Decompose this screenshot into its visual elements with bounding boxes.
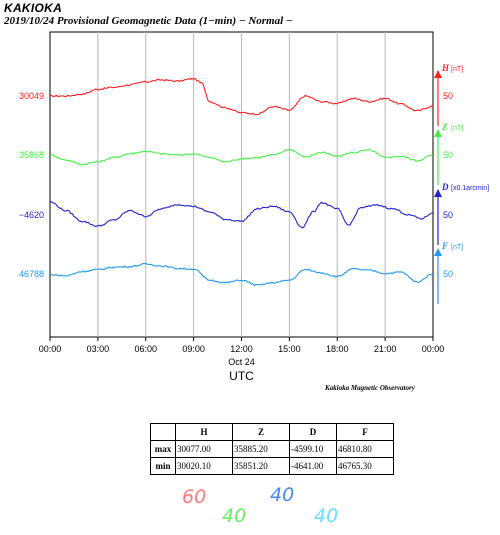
scale-arrow-f (434, 248, 442, 256)
scale-arrow-d (434, 189, 442, 197)
scale-label-h: 50 (443, 91, 453, 101)
scale-label-z: 50 (443, 150, 453, 160)
series-line-f (49, 262, 434, 286)
date-label: Oct 24 (228, 357, 255, 367)
stats-cell: 46765.30 (336, 457, 394, 475)
baseline-label-h: 30049 (19, 91, 44, 101)
series-line-z (49, 148, 434, 166)
baseline-label-f: 46788 (19, 269, 44, 279)
x-tick-label: 15:00 (278, 344, 301, 354)
station-title: KAKIOKA (4, 1, 63, 15)
handwritten-note-red: 60 (182, 486, 207, 508)
handwritten-note-cyan: 40 (314, 505, 339, 527)
stats-header-z: Z (232, 423, 290, 441)
component-name-h: H (441, 63, 450, 73)
x-tick-label: 00:00 (422, 344, 445, 354)
observatory-credit: Kakioka Magnetic Observatory (325, 384, 415, 392)
stats-cell: 35885.20 (232, 440, 290, 458)
chart-subtitle: 2019/10/24 Provisional Geomagnetic Data … (4, 15, 293, 27)
x-tick-label: 12:00 (230, 344, 253, 354)
stats-cell: 30077.00 (175, 440, 233, 458)
x-tick-label: 21:00 (374, 344, 397, 354)
baseline-label-d: −4620 (19, 210, 44, 220)
stats-row-label: max (150, 440, 176, 458)
stats-header-d: D (289, 423, 337, 441)
series-line-h (49, 77, 434, 116)
handwritten-note-blue: 40 (270, 484, 295, 506)
stats-corner-cell (150, 423, 176, 441)
stats-table: H Z D F max 30077.00 35885.20 -4599.10 4… (150, 423, 394, 475)
stats-header-f: F (336, 423, 394, 441)
scale-label-d: 50 (443, 210, 453, 220)
stats-cell: -4599.10 (289, 440, 337, 458)
scale-label-f: 50 (443, 269, 453, 279)
x-tick-label: 18:00 (326, 344, 349, 354)
stats-header-row: H Z D F (150, 423, 394, 441)
stats-row-min: min 30020.10 35851.20 -4641.00 46765.30 (150, 457, 394, 475)
x-tick-label: 00:00 (39, 344, 62, 354)
baseline-label-z: 35868 (19, 150, 44, 160)
stats-cell: 35851.20 (232, 457, 290, 475)
stats-row-label: min (150, 457, 176, 475)
x-tick-label: 06:00 (134, 344, 157, 354)
component-name-z: Z (441, 122, 448, 132)
component-unit-d: [x0.1arcmin] (451, 185, 489, 192)
handwritten-note-green: 40 (222, 505, 247, 527)
component-unit-z: [nT] (451, 125, 463, 132)
scale-arrow-z (434, 129, 442, 137)
stats-cell: 46810.80 (336, 440, 394, 458)
x-tick-label: 09:00 (182, 344, 205, 354)
stats-header-h: H (175, 423, 233, 441)
stats-cell: -4641.00 (289, 457, 337, 475)
magnetogram-chart: 00:00 03:00 06:00 09:00 12:00 15:00 18:00 21:00… (19, 31, 489, 383)
x-axis-label: UTC (229, 369, 254, 383)
series-line-d (49, 201, 434, 229)
component-unit-f: [nT] (451, 244, 463, 251)
stats-cell: 30020.10 (175, 457, 233, 475)
component-name-f: F (441, 241, 448, 251)
scale-arrow-h (434, 70, 442, 78)
component-unit-h: [nT] (451, 66, 463, 73)
component-name-d: D (441, 182, 449, 192)
stats-row-max: max 30077.00 35885.20 -4599.10 46810.80 (150, 440, 394, 458)
x-tick-label: 03:00 (87, 344, 110, 354)
